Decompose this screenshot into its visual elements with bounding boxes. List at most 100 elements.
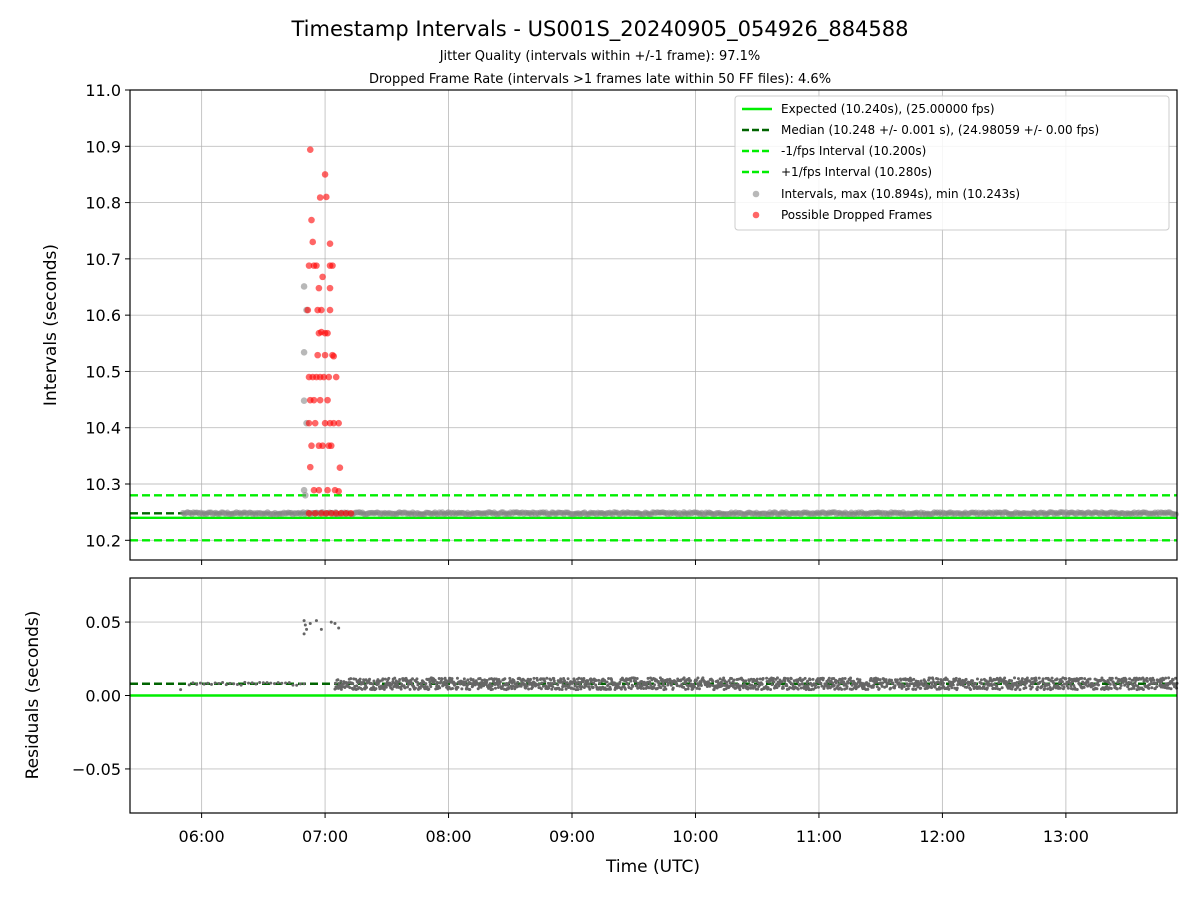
residual-point [1030,677,1034,681]
dropped-frame-point [315,284,323,292]
residual-point [831,681,835,685]
residual-point [406,685,410,689]
residual-point [360,687,364,691]
residual-point [250,681,254,685]
residual-point [607,677,611,681]
residual-point [946,685,950,689]
residual-point [1010,679,1014,683]
residual-point [639,686,643,690]
residual-point [494,677,498,681]
dropped-frame-point [330,419,338,427]
residual-point [820,684,824,688]
dropped-frame-point [315,329,323,337]
residual-point [549,678,553,682]
residual-point [339,679,343,683]
residual-point [553,681,557,685]
residual-point [258,681,262,685]
chart-subtitle-dropped: Dropped Frame Rate (intervals >1 frames … [369,72,831,87]
dropped-frame-point [326,306,334,314]
residual-point [875,685,879,689]
residual-point [247,681,251,685]
residual-point [413,686,417,690]
residual-point [930,682,934,686]
residual-point [893,684,897,688]
residual-point [1149,682,1153,686]
residual-point [884,678,888,682]
residual-point [675,684,679,688]
residual-point [537,682,541,686]
residual-point [305,627,309,631]
residual-point [857,684,861,688]
residual-point [510,681,514,685]
residual-point [517,684,521,688]
residual-point [416,683,420,687]
residual-point [1060,680,1064,684]
residual-point [897,685,901,689]
residual-point [560,688,564,692]
residual-point [902,684,906,688]
y-tick-label: 11.0 [85,81,121,100]
residual-point [671,686,675,690]
residual-point [480,678,484,682]
residual-point [564,687,568,691]
residual-point [1126,684,1130,688]
residual-point [410,677,414,681]
residual-point [754,683,758,687]
residual-point [539,687,543,691]
residual-point [885,684,889,688]
residual-point [287,681,291,685]
bottom-panel-x-ticks: 06:00 07:00 08:00 09:00 10:00 11:00 12:00 13:00 [179,813,1089,846]
residual-point [760,682,764,686]
dropped-frame-point [324,486,331,494]
y-tick-label: 10.6 [85,306,121,325]
residual-point [738,688,742,692]
residual-point [261,681,265,685]
residual-point [1174,676,1178,680]
legend-box [734,95,1170,231]
residual-point [895,678,899,682]
residual-point [997,681,1001,685]
residual-point [397,680,401,684]
dropped-frame-point [321,419,329,427]
residual-point [1086,680,1090,684]
residual-point [1160,679,1164,683]
residual-point [460,687,464,691]
dropped-frame-point [336,464,344,471]
residual-point [235,683,239,687]
dropped-frame-point [308,216,315,224]
residual-point [1034,678,1038,682]
residual-point [887,682,891,686]
residual-point [339,687,343,691]
residual-point [766,686,770,690]
residual-point [711,679,715,683]
residual-point [195,682,199,686]
residual-point [715,684,719,688]
residual-point [781,686,785,690]
residual-point [796,687,800,691]
residual-point [1047,683,1051,687]
residual-point [1003,676,1007,680]
dropped-frame-point [306,463,314,471]
bottom-y-axis-label: Residuals (seconds) [23,611,43,780]
residual-point [1025,676,1029,680]
y-tick-label: 10.5 [85,362,121,381]
residual-point [1040,684,1044,688]
residual-point [746,686,750,690]
residual-point [365,686,369,690]
x-axis-label: Time (UTC) [605,857,700,877]
residual-point [967,683,971,687]
residual-point [571,687,575,691]
x-tick-label: 07:00 [302,827,348,846]
residual-point [509,684,513,688]
dropped-frame-point [323,509,330,517]
residual-point [1055,677,1059,681]
residual-point [415,680,419,684]
residual-point [843,676,847,680]
dropped-frame-point [330,352,338,360]
residual-point [990,683,994,687]
residual-point [355,684,359,688]
residual-point [629,687,633,691]
residual-point [914,687,918,691]
residual-point [697,682,701,686]
legend: Expected (10.240s), (25.00000 fps) Media… [734,95,1170,231]
